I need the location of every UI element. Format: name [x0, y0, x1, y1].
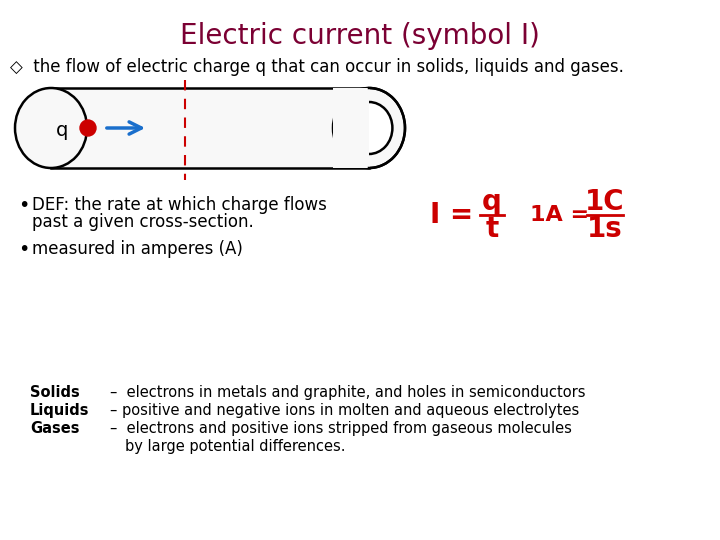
Circle shape — [80, 120, 96, 136]
Text: 1s: 1s — [587, 215, 623, 243]
Bar — [333, 88, 370, 168]
Text: t: t — [485, 215, 499, 243]
Text: •: • — [18, 196, 30, 215]
Bar — [333, 90, 369, 166]
Text: 1A =: 1A = — [530, 205, 589, 225]
Text: q: q — [482, 188, 502, 216]
Bar — [51, 88, 369, 168]
Text: DEF: the rate at which charge flows: DEF: the rate at which charge flows — [32, 196, 327, 214]
Ellipse shape — [346, 102, 392, 154]
Text: – positive and negative ions in molten and aqueous electrolytes: – positive and negative ions in molten a… — [110, 403, 580, 418]
Text: •: • — [18, 240, 30, 259]
Text: ◇  the flow of electric charge q that can occur in solids, liquids and gases.: ◇ the flow of electric charge q that can… — [10, 58, 624, 76]
Text: measured in amperes (A): measured in amperes (A) — [32, 240, 243, 258]
Text: I =: I = — [430, 201, 473, 229]
Text: Electric current (symbol I): Electric current (symbol I) — [180, 22, 540, 50]
Text: past a given cross-section.: past a given cross-section. — [32, 213, 253, 231]
Text: Gases: Gases — [30, 421, 79, 436]
Ellipse shape — [333, 88, 405, 168]
Text: –  electrons and positive ions stripped from gaseous molecules: – electrons and positive ions stripped f… — [110, 421, 572, 436]
Text: –  electrons in metals and graphite, and holes in semiconductors: – electrons in metals and graphite, and … — [110, 385, 585, 400]
Text: Solids: Solids — [30, 385, 80, 400]
Ellipse shape — [15, 88, 87, 168]
Text: 1C: 1C — [585, 188, 625, 216]
Text: by large potential differences.: by large potential differences. — [125, 439, 346, 454]
Text: q: q — [56, 120, 68, 139]
Text: Liquids: Liquids — [30, 403, 89, 418]
